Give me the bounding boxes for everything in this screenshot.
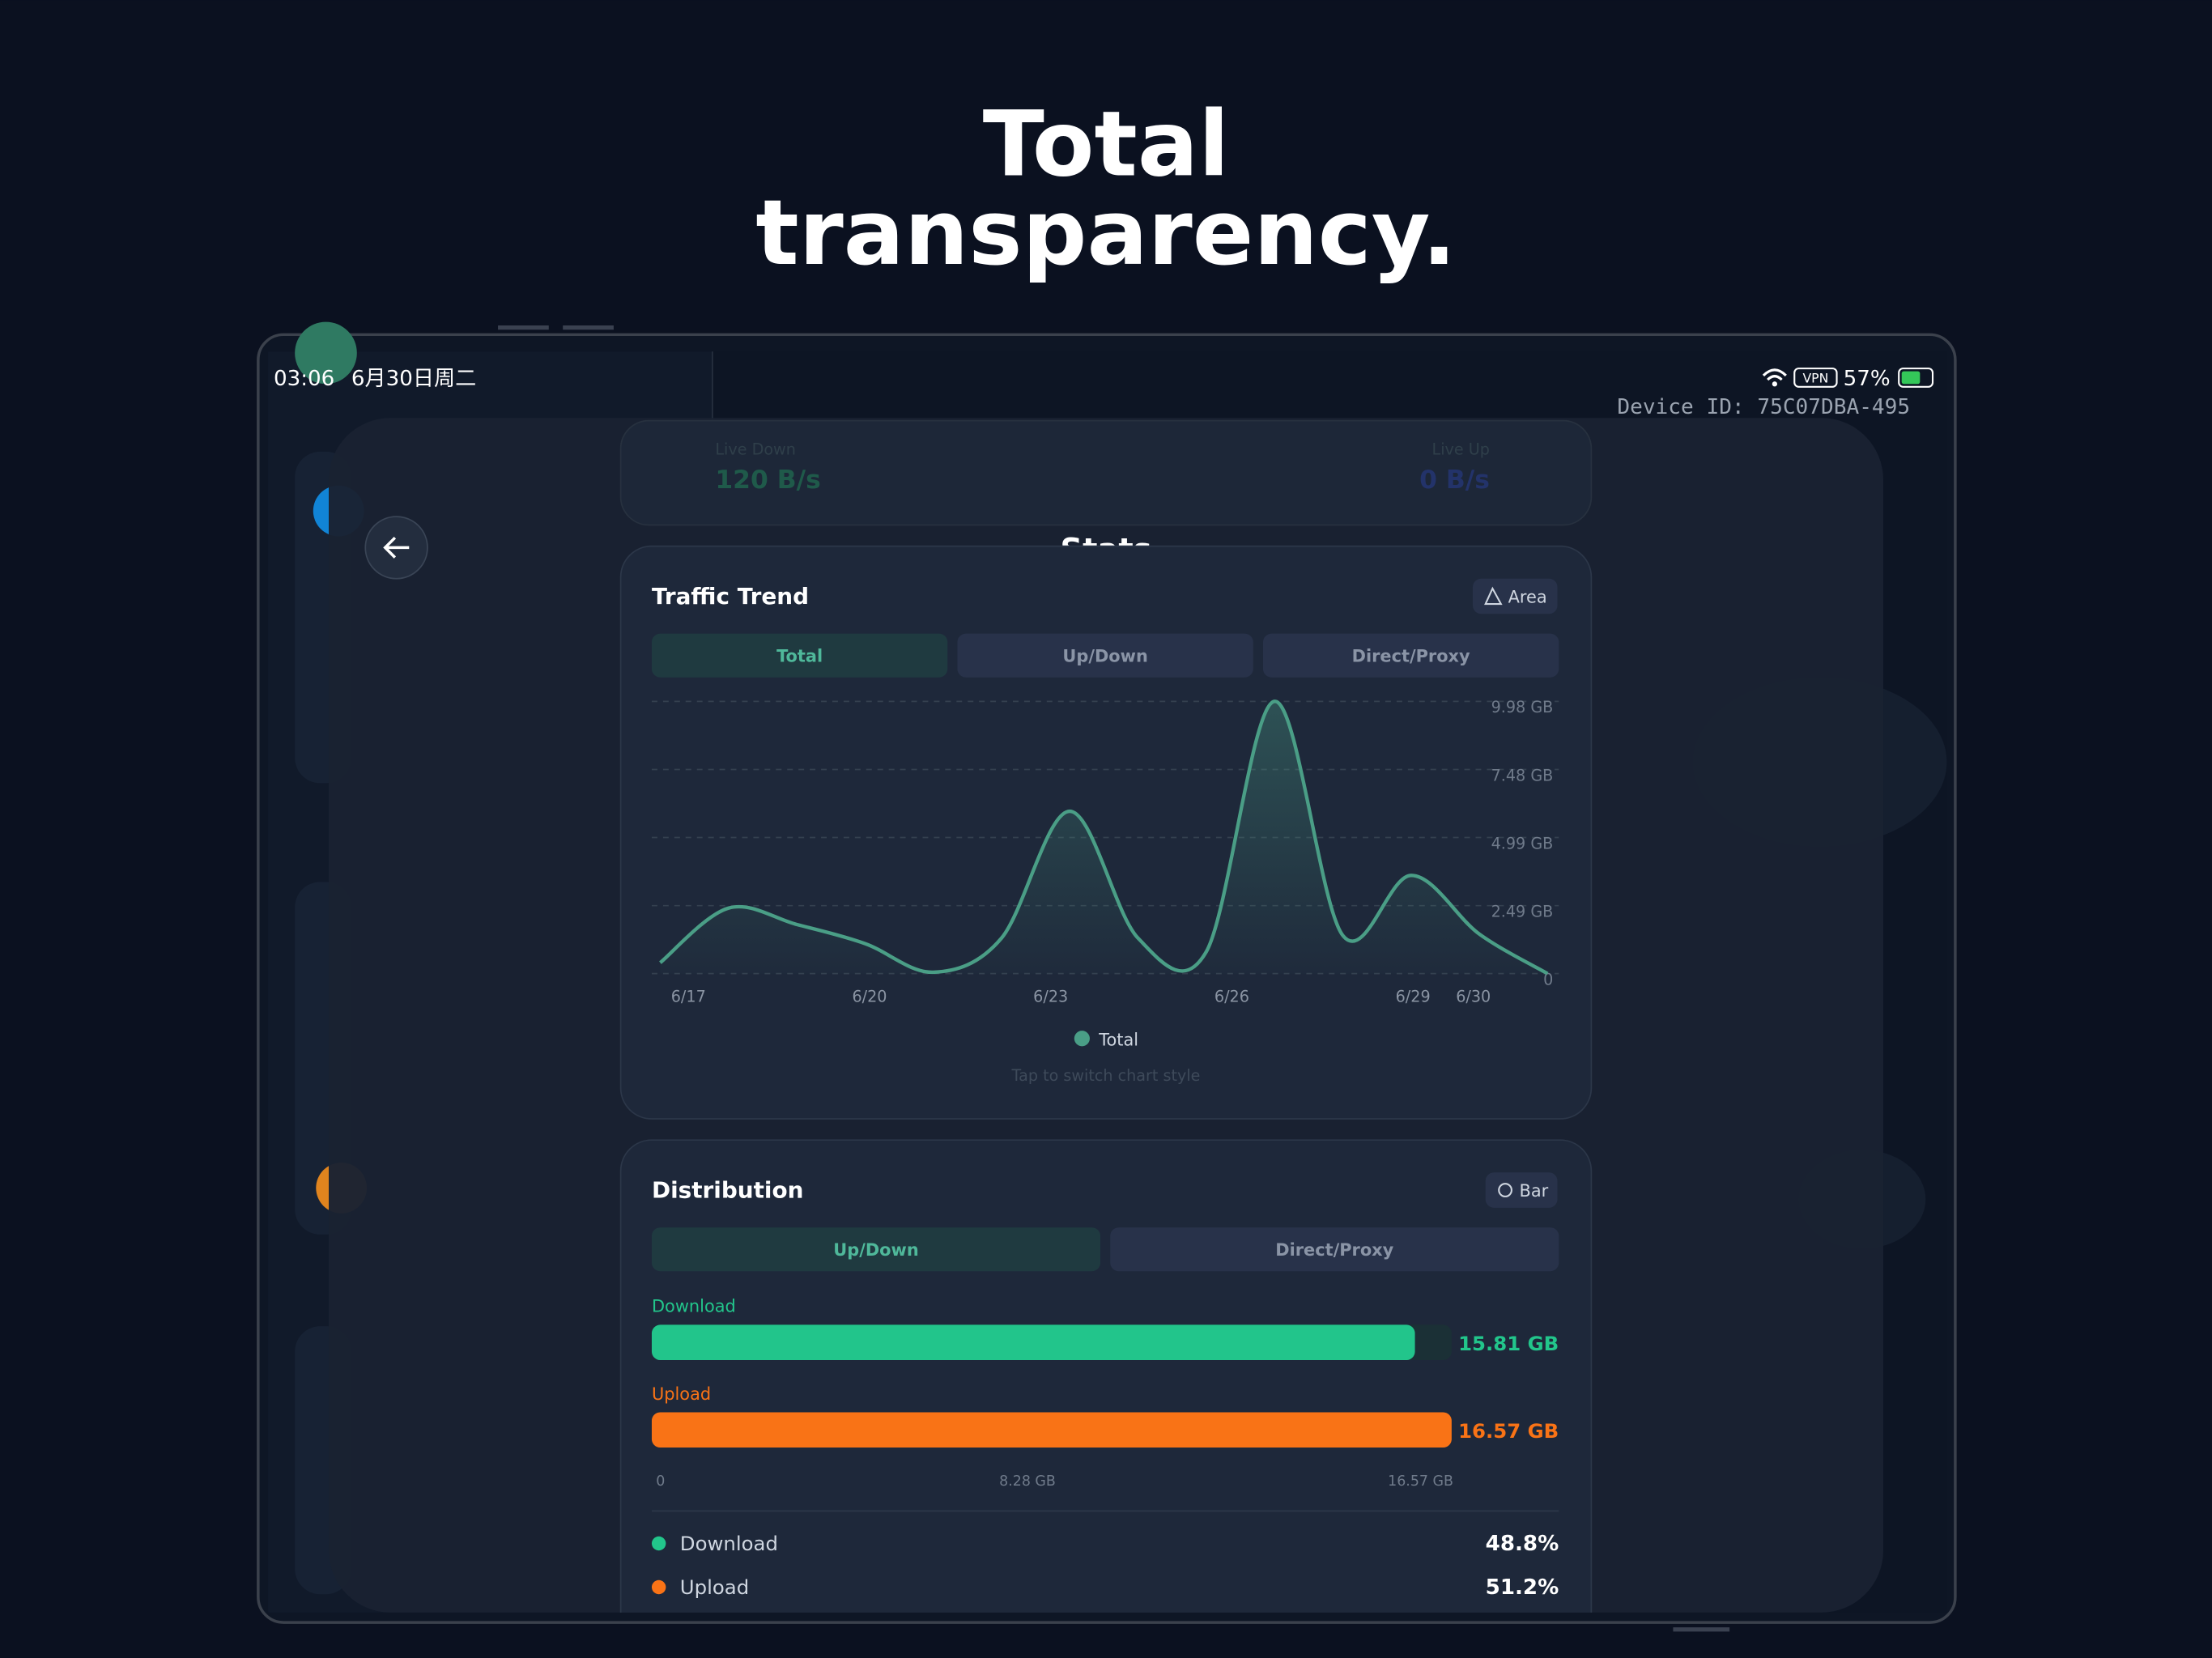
x-tick-label: 16.57 GB: [1388, 1473, 1453, 1490]
legend-marker: [1074, 1031, 1090, 1047]
x-tick-label: 6/17: [671, 987, 706, 1005]
tab[interactable]: [1262, 633, 1559, 678]
x-tick-label: 0: [656, 1473, 665, 1490]
bar-label: Download: [652, 1297, 736, 1316]
trend-card: [619, 545, 1593, 1120]
y-tick-label: 7.48 GB: [1491, 766, 1554, 784]
tab[interactable]: [651, 1227, 1101, 1272]
value-label: 16.57 GB: [1458, 1419, 1559, 1443]
x-tick-label: 8.28 GB: [999, 1473, 1056, 1490]
live-up-value: 0 B/s: [1419, 466, 1490, 495]
wifi-icon: [1772, 381, 1778, 387]
status-time: 03:06: [274, 367, 334, 391]
x-tick-label: 6/29: [1396, 987, 1431, 1005]
tab[interactable]: [957, 633, 1253, 678]
vpn-badge: [1793, 368, 1838, 388]
share-value: 51.2%: [1486, 1575, 1559, 1600]
wifi-icon: [1762, 368, 1787, 381]
y-tick-label: 0: [1543, 971, 1553, 989]
share-marker: [651, 1579, 666, 1595]
headline: Total: [983, 91, 1230, 197]
vpn-label: VPN: [1802, 371, 1828, 386]
area-icon: [1484, 586, 1503, 606]
value-label: 15.81 GB: [1458, 1332, 1559, 1355]
x-tick-label: 6/23: [1033, 987, 1068, 1005]
tab[interactable]: [1110, 1227, 1559, 1272]
live-down-value: 120 B/s: [715, 466, 820, 495]
style-button[interactable]: [1473, 578, 1558, 614]
share-label: Download: [680, 1532, 778, 1555]
battery-level: 57%: [1844, 367, 1891, 391]
card-title: Distribution: [652, 1177, 803, 1204]
x-tick-label: 6/26: [1214, 987, 1249, 1005]
share-value: 48.8%: [1486, 1532, 1559, 1556]
device-id: Device ID: 75C07DBA-495: [1617, 395, 1910, 419]
x-tick-label: 6/20: [852, 987, 887, 1005]
bar: [651, 1324, 1415, 1360]
battery-icon: [1901, 371, 1921, 385]
hint: Tap to switch chart style: [1011, 1066, 1201, 1085]
y-tick-label: 2.49 GB: [1491, 903, 1554, 921]
area-fill: [660, 701, 1548, 974]
share-marker: [651, 1536, 666, 1551]
live-down-label: Live Down: [715, 440, 796, 458]
avatar: [295, 321, 357, 385]
battery-icon: [1898, 368, 1934, 388]
status-date: 6月30日周二: [351, 367, 476, 391]
back-icon: [383, 536, 410, 559]
bar: [651, 1412, 1452, 1448]
tab-label: Up/Down: [1062, 647, 1147, 666]
card-title: Traffic Trend: [652, 583, 809, 610]
x-tick-label: 6/30: [1456, 987, 1491, 1005]
live-card: [619, 419, 1593, 526]
line: [659, 699, 1549, 976]
tab-label: Total: [776, 647, 823, 666]
legend-label: Total: [1098, 1030, 1138, 1049]
style-button-label: Bar: [1520, 1181, 1549, 1201]
y-tick-label: 9.98 GB: [1491, 698, 1554, 716]
share-label: Upload: [680, 1575, 749, 1599]
tab-label: Direct/Proxy: [1275, 1240, 1393, 1260]
headline: transparency.: [755, 181, 1456, 286]
style-button-label: Area: [1508, 587, 1547, 606]
live-up-label: Live Up: [1432, 440, 1490, 458]
switch-icon: [1498, 1183, 1512, 1197]
y-tick-label: 4.99 GB: [1491, 834, 1554, 852]
stats-sheet: Live Down 120 B/s Live Up 0 B/s Stats Tr…: [328, 418, 1884, 1613]
bar-label: Upload: [652, 1384, 711, 1404]
style-button[interactable]: [1485, 1172, 1558, 1208]
tab-label: Direct/Proxy: [1352, 647, 1470, 666]
tab[interactable]: [651, 633, 948, 678]
tab-label: Up/Down: [833, 1240, 918, 1260]
distribution-card: [619, 1139, 1593, 1613]
